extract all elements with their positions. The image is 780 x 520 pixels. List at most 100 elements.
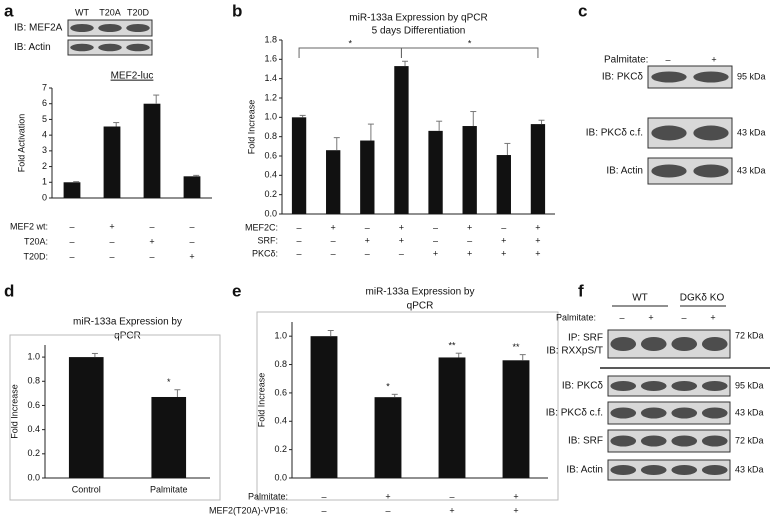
condition-sign: –: [109, 251, 114, 261]
blot-label: IB: PKCδ: [562, 381, 604, 392]
condition-name: MEF2C:: [245, 222, 278, 232]
y-tick-label: 1.2: [264, 92, 277, 102]
blot-band: [98, 24, 122, 32]
y-tick-label: 0.6: [274, 387, 287, 397]
blot-label: IB: SRF: [568, 436, 603, 447]
y-axis-label: Fold Increase: [9, 384, 19, 439]
condition-sign: –: [69, 236, 74, 246]
blot-band: [651, 125, 687, 141]
blot-strip: [607, 459, 731, 481]
condition-sign: –: [399, 248, 404, 258]
blot-band: [126, 43, 150, 52]
y-tick-label: 0.8: [264, 131, 277, 141]
y-tick-label: 5: [42, 114, 47, 124]
chart-title: qPCR: [114, 331, 141, 342]
y-tick-label: 0.6: [264, 150, 277, 160]
blot-band: [701, 337, 728, 351]
y-tick-label: 1.4: [264, 73, 277, 83]
size-marker: 43 kDa: [735, 407, 764, 417]
blot-label: IB: RXXpS/T: [546, 346, 603, 357]
condition-name: T20A:: [24, 236, 48, 246]
blot-band: [640, 337, 667, 351]
condition-sign: –: [433, 222, 438, 232]
y-tick-label: 7: [42, 82, 47, 92]
y-tick-label: 2: [42, 161, 47, 171]
panel-letter: a: [4, 1, 14, 20]
blot-label: IB: Actin: [14, 42, 51, 53]
y-tick-label: 0.0: [264, 208, 277, 218]
condition-sign: +: [449, 505, 454, 515]
blot-band: [610, 407, 637, 419]
condition-name: MEF2(T20A)-VP16:: [209, 505, 288, 515]
condition-sign: +: [385, 491, 390, 501]
condition-sign: –: [433, 235, 438, 245]
blot-band: [671, 465, 698, 475]
chart-title: miR-133a Expression by: [73, 317, 182, 328]
condition-sign: +: [513, 505, 518, 515]
condition-sign: +: [535, 235, 540, 245]
blot-strip: [607, 401, 731, 425]
y-tick-label: 0.4: [27, 424, 40, 434]
group-label: WT: [632, 293, 648, 304]
condition-sign: +: [467, 248, 472, 258]
y-tick-label: 1.8: [264, 34, 277, 44]
condition-sign: +: [467, 222, 472, 232]
size-marker: 43 kDa: [735, 464, 764, 474]
x-tick-label: Control: [72, 484, 101, 494]
bar: [374, 397, 402, 478]
bar: [462, 126, 477, 214]
bar: [394, 66, 409, 214]
blot-strip: [607, 429, 731, 453]
significance-label: *: [386, 382, 390, 392]
size-marker: 72 kDa: [735, 435, 764, 445]
chart-title: miR-133a Expression by: [366, 287, 475, 298]
condition-sign: +: [535, 222, 540, 232]
condition-name: MEF2 wt:: [10, 221, 48, 231]
bar: [103, 126, 121, 198]
condition-sign: –: [467, 235, 472, 245]
chart-title: qPCR: [407, 301, 434, 312]
blot-band: [701, 435, 728, 447]
blot-band: [610, 337, 637, 351]
condition-sign: +: [149, 236, 154, 246]
blot-band: [693, 71, 729, 83]
condition-sign: +: [331, 222, 336, 232]
condition-sign: +: [535, 248, 540, 258]
panel-letter: d: [4, 281, 14, 300]
significance-label: *: [167, 377, 171, 387]
blot-band: [640, 407, 667, 419]
y-tick-label: 0.4: [264, 170, 277, 180]
plot-frame: [256, 311, 559, 501]
blot-label: IB: PKCδ: [602, 72, 644, 83]
condition-sign: –: [69, 251, 74, 261]
blot-band: [671, 381, 698, 391]
significance-label: *: [468, 38, 472, 48]
significance-bracket: [298, 47, 402, 58]
size-marker: 43 kDa: [737, 127, 766, 137]
blot-label: IP: SRF: [568, 333, 603, 344]
y-tick-label: 6: [42, 98, 47, 108]
y-tick-label: 0.4: [274, 416, 287, 426]
bar: [143, 103, 161, 198]
y-tick-label: 1.0: [274, 331, 287, 341]
blot-band: [671, 407, 698, 419]
blot-band: [701, 407, 728, 419]
blot-band: [640, 435, 667, 447]
size-marker: 43 kDa: [737, 165, 766, 175]
blot-band: [701, 381, 728, 391]
condition-sign: –: [69, 221, 74, 231]
bar: [530, 124, 546, 214]
condition-sign: –: [149, 251, 154, 261]
lane-label: +: [711, 54, 716, 64]
group-label: DGKδ KO: [680, 293, 725, 304]
lane-label: –: [665, 54, 670, 64]
y-tick-label: 0: [42, 192, 47, 202]
blot-band: [610, 381, 637, 391]
significance-label: **: [512, 342, 520, 352]
treatment-label: Palmitate:: [556, 312, 596, 322]
condition-sign: –: [331, 248, 336, 258]
plot-frame: [9, 334, 221, 501]
condition-sign: –: [297, 222, 302, 232]
condition-name: Palmitate:: [248, 491, 288, 501]
blot-band: [640, 465, 667, 475]
